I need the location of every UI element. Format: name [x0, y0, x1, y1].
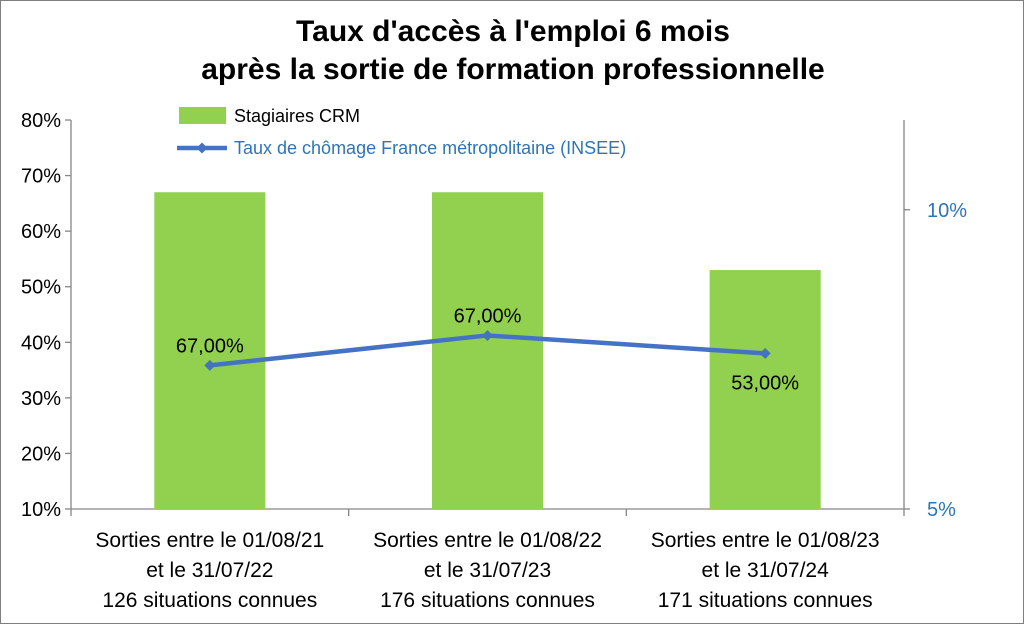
bar-data-label: 53,00% — [731, 372, 799, 394]
y-left-tick-label: 70% — [21, 166, 61, 188]
y-left-tick-label: 10% — [21, 499, 61, 521]
x-category-label: Sorties entre le 01/08/23 — [651, 529, 880, 552]
x-category-label: Sorties entre le 01/08/21 — [95, 529, 324, 552]
line-point — [482, 329, 493, 341]
x-category-label: 171 situations connues — [658, 589, 873, 612]
y-left-tick-label: 30% — [21, 388, 61, 410]
y-left-tick-label: 80% — [21, 110, 61, 132]
line-point — [204, 359, 216, 371]
line-series — [204, 329, 771, 371]
bar — [709, 270, 821, 509]
y-right-tick-label: 5% — [927, 499, 956, 521]
y-left-tick-label: 40% — [21, 332, 61, 354]
bar — [154, 192, 266, 509]
bar-series — [154, 192, 821, 509]
chart-title-line-2: après la sortie de formation professionn… — [201, 53, 825, 86]
y-left-tick-label: 60% — [21, 221, 61, 243]
bar-data-label: 67,00% — [176, 335, 244, 357]
data-labels: 67,00% 67,00% 53,00% — [176, 305, 799, 394]
legend-swatch-marker — [196, 142, 208, 154]
bar — [431, 192, 544, 509]
line-point — [759, 347, 771, 359]
axes: 10% 20% 30% 40% 50% 60% 70% 80% 5% 10% Sorties ent… — [21, 110, 967, 612]
legend-swatch-bar — [179, 107, 226, 124]
x-category-label: et le 31/07/24 — [702, 559, 830, 582]
y-left-tick-label: 20% — [21, 443, 61, 465]
x-category-label: Sorties entre le 01/08/22 — [373, 529, 602, 552]
x-category-label: 126 situations connues — [102, 589, 317, 612]
legend-label-bar: Stagiaires CRM — [234, 106, 360, 126]
y-right-tick-label: 10% — [927, 200, 967, 222]
bar-data-label: 67,00% — [454, 305, 522, 327]
chart-title: Taux d'accès à l'emploi 6 mois après la … — [201, 15, 825, 86]
legend-label-line: Taux de chômage France métropolitaine (I… — [234, 138, 626, 158]
x-category-label: 176 situations connues — [380, 589, 595, 612]
x-category-label: et le 31/07/22 — [146, 559, 273, 582]
chart-title-line-1: Taux d'accès à l'emploi 6 mois — [296, 15, 730, 48]
y-left-tick-label: 50% — [21, 277, 61, 299]
legend: Stagiaires CRM Taux de chômage France mét… — [177, 106, 626, 158]
x-category-label: et le 31/07/23 — [424, 559, 551, 582]
